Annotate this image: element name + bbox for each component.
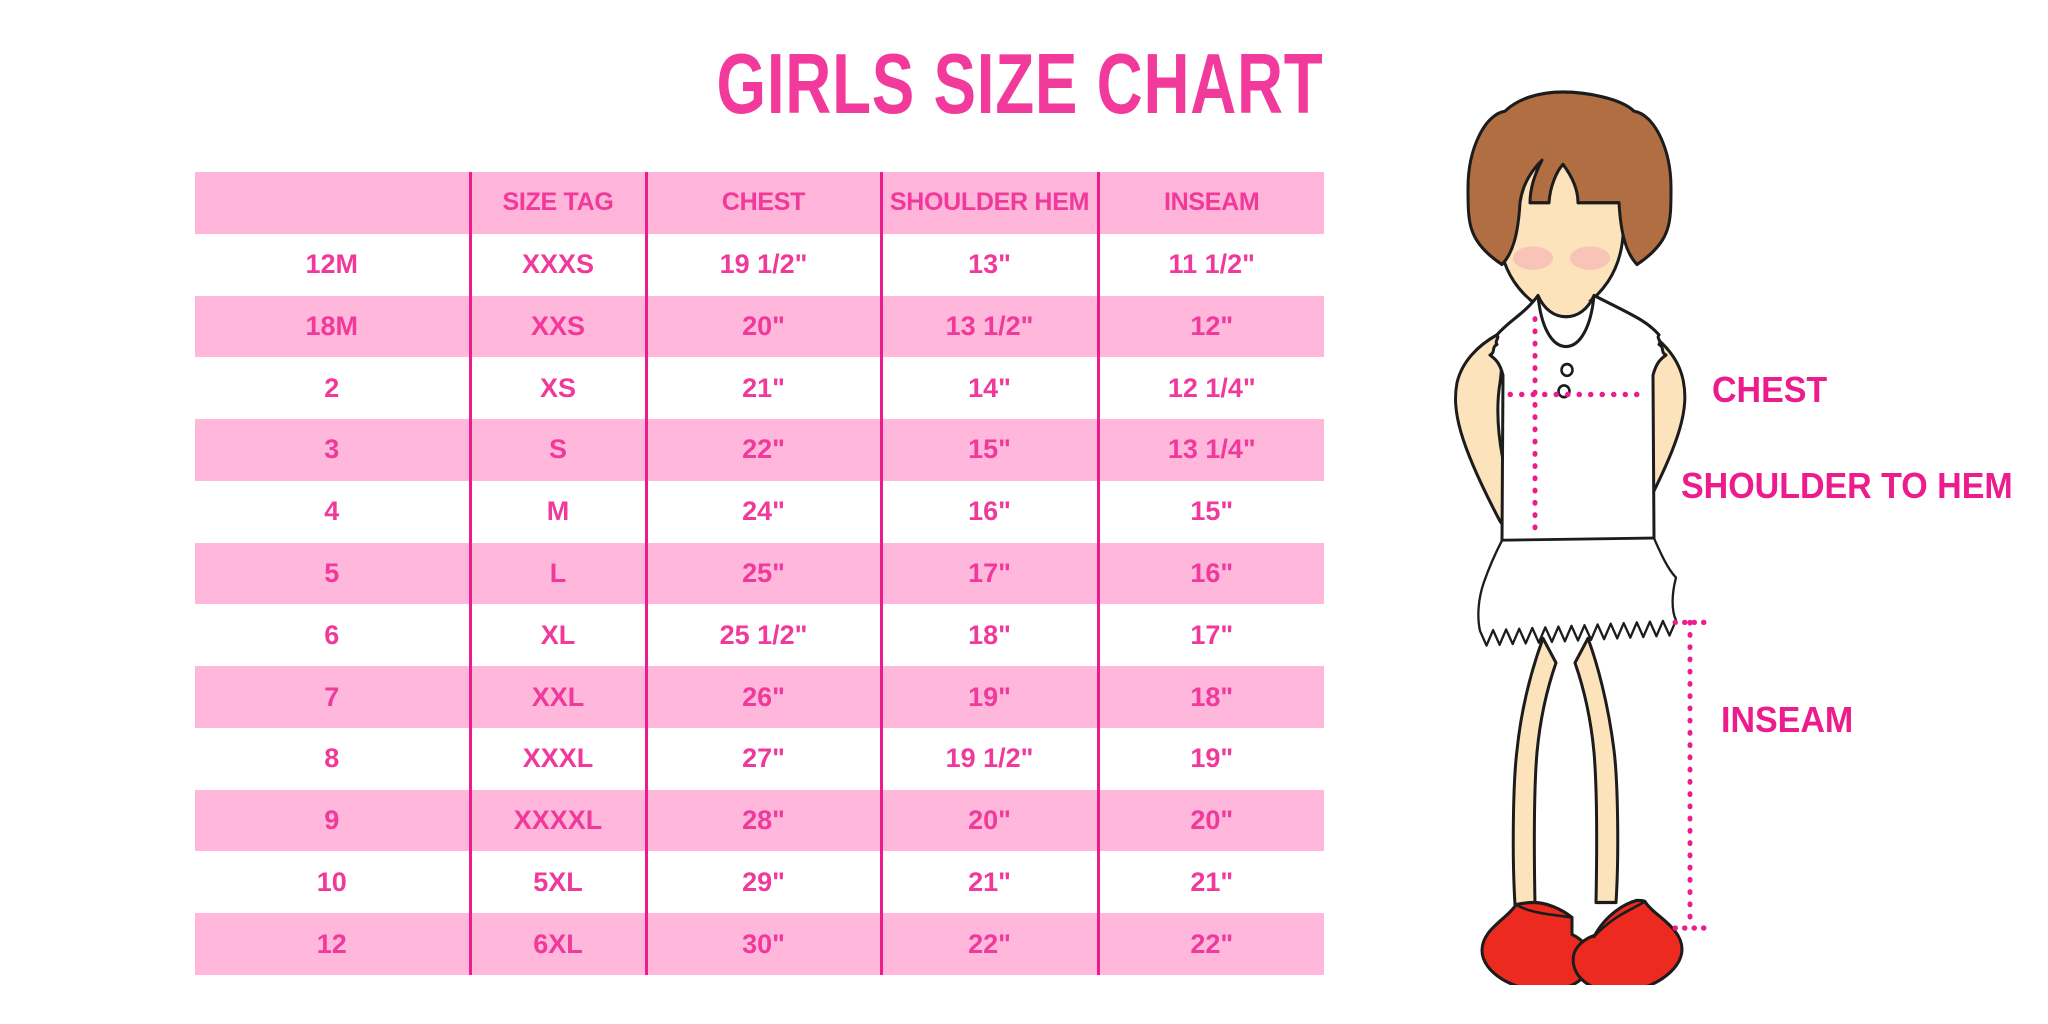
svg-text:SHOULDER TO HEM: SHOULDER TO HEM (1681, 466, 2013, 506)
svg-text:CHEST: CHEST (1712, 370, 1828, 410)
svg-text:INSEAM: INSEAM (1721, 700, 1853, 740)
